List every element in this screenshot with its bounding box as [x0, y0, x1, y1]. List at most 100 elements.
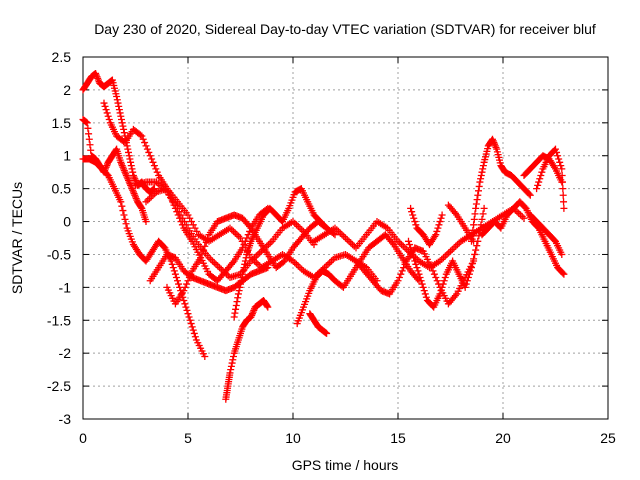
data-point	[266, 239, 274, 247]
y-tick-label: -1.5	[47, 312, 71, 328]
data-point	[232, 301, 240, 309]
data-point	[405, 237, 412, 245]
x-tick-label: 0	[79, 430, 87, 446]
data-point	[526, 191, 534, 199]
data-point	[435, 221, 443, 229]
data-point	[229, 356, 237, 364]
data-point	[131, 191, 139, 199]
x-tick-label: 25	[600, 430, 616, 446]
data-point	[515, 209, 523, 217]
data-point	[254, 250, 262, 258]
plot-frame	[82, 56, 609, 420]
series-arc-18	[468, 135, 534, 245]
data-point	[93, 73, 101, 81]
data-point	[235, 287, 243, 295]
data-point	[294, 262, 302, 270]
data-point	[122, 170, 130, 178]
data-point	[410, 254, 418, 262]
data-point	[170, 267, 178, 275]
data-point	[230, 352, 237, 360]
data-point	[174, 277, 181, 285]
data-point	[129, 168, 137, 176]
x-axis-label: GPS time / hours	[292, 457, 399, 473]
data-point	[182, 303, 190, 311]
data-point	[398, 267, 406, 275]
data-point	[399, 242, 407, 250]
data-point	[397, 270, 405, 278]
data-point	[430, 270, 438, 278]
data-point	[470, 221, 478, 229]
data-point	[229, 259, 237, 267]
data-point	[452, 242, 460, 250]
data-point	[416, 273, 424, 281]
data-point	[436, 218, 444, 226]
data-point	[235, 232, 243, 240]
data-point	[518, 213, 526, 221]
data-point	[238, 273, 246, 281]
data-point	[559, 178, 566, 186]
data-point	[148, 155, 156, 163]
data-point	[204, 235, 212, 243]
data-point	[466, 267, 474, 275]
data-point	[190, 329, 198, 337]
y-tick-label: 2	[63, 82, 71, 98]
data-point	[123, 173, 131, 181]
data-point	[388, 239, 396, 247]
data-point	[434, 224, 442, 232]
data-point	[122, 220, 130, 228]
data-point	[412, 221, 420, 229]
data-point	[144, 196, 152, 204]
data-point	[559, 191, 567, 199]
data-point	[476, 226, 484, 234]
y-tick-label: -1	[59, 279, 72, 295]
series-arc-12	[306, 310, 331, 337]
data-point	[120, 129, 128, 137]
data-point	[186, 316, 194, 324]
data-point	[131, 175, 139, 183]
data-point	[475, 232, 483, 240]
data-point	[422, 293, 430, 301]
y-tick-label: -3	[59, 411, 72, 427]
data-point	[231, 309, 239, 317]
data-point	[114, 99, 122, 107]
data-point	[202, 238, 210, 246]
data-point	[401, 260, 409, 268]
data-point	[150, 162, 158, 170]
data-point	[406, 241, 414, 249]
data-point	[347, 239, 355, 247]
data-point	[231, 229, 239, 237]
data-point	[407, 244, 415, 252]
data-point	[296, 224, 304, 232]
data-point	[470, 255, 478, 263]
data-point	[168, 260, 176, 268]
data-point	[476, 178, 484, 186]
data-point	[119, 207, 127, 215]
data-point	[517, 211, 524, 219]
data-point	[558, 165, 566, 173]
data-point	[130, 190, 138, 198]
data-point	[477, 175, 485, 183]
data-point	[118, 116, 125, 124]
data-point	[471, 210, 479, 218]
data-point	[415, 270, 423, 278]
data-point	[441, 252, 449, 260]
data-point	[197, 254, 205, 262]
data-point	[136, 131, 144, 139]
y-tick-label: -0.5	[47, 246, 71, 262]
data-point	[480, 204, 488, 212]
data-point	[171, 270, 179, 278]
data-point	[250, 306, 258, 314]
data-point	[462, 280, 470, 288]
data-point	[183, 280, 191, 288]
data-point	[216, 264, 223, 272]
data-point	[84, 124, 92, 132]
data-point	[113, 96, 121, 104]
data-point	[181, 300, 189, 308]
data-point	[185, 313, 193, 321]
series-arc-14	[352, 244, 478, 308]
data-point	[129, 171, 137, 179]
data-point	[550, 163, 558, 171]
data-point	[471, 250, 479, 258]
data-point	[557, 162, 565, 170]
data-point	[232, 305, 240, 313]
